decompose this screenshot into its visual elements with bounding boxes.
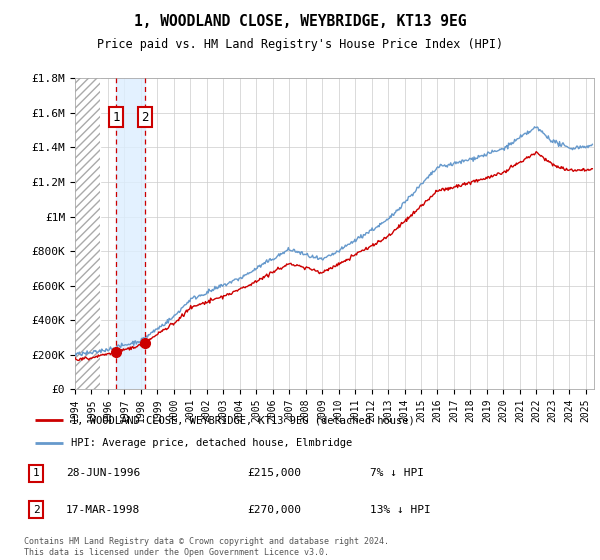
Text: 1, WOODLAND CLOSE, WEYBRIDGE, KT13 9EG: 1, WOODLAND CLOSE, WEYBRIDGE, KT13 9EG xyxy=(134,14,466,29)
Text: £215,000: £215,000 xyxy=(247,468,301,478)
Bar xyxy=(75,78,100,389)
Text: HPI: Average price, detached house, Elmbridge: HPI: Average price, detached house, Elmb… xyxy=(71,438,353,448)
Text: 1: 1 xyxy=(33,468,40,478)
Text: Price paid vs. HM Land Registry's House Price Index (HPI): Price paid vs. HM Land Registry's House … xyxy=(97,38,503,50)
Text: 7% ↓ HPI: 7% ↓ HPI xyxy=(370,468,424,478)
Text: £270,000: £270,000 xyxy=(247,505,301,515)
Text: 2: 2 xyxy=(141,111,149,124)
Bar xyxy=(75,78,100,389)
Text: 28-JUN-1996: 28-JUN-1996 xyxy=(66,468,140,478)
Text: 17-MAR-1998: 17-MAR-1998 xyxy=(66,505,140,515)
Text: Contains HM Land Registry data © Crown copyright and database right 2024.
This d: Contains HM Land Registry data © Crown c… xyxy=(24,537,389,557)
Text: 2: 2 xyxy=(33,505,40,515)
Text: 13% ↓ HPI: 13% ↓ HPI xyxy=(370,505,431,515)
Text: 1, WOODLAND CLOSE, WEYBRIDGE, KT13 9EG (detached house): 1, WOODLAND CLOSE, WEYBRIDGE, KT13 9EG (… xyxy=(71,416,415,426)
Bar xyxy=(116,78,145,389)
Text: 1: 1 xyxy=(112,111,120,124)
